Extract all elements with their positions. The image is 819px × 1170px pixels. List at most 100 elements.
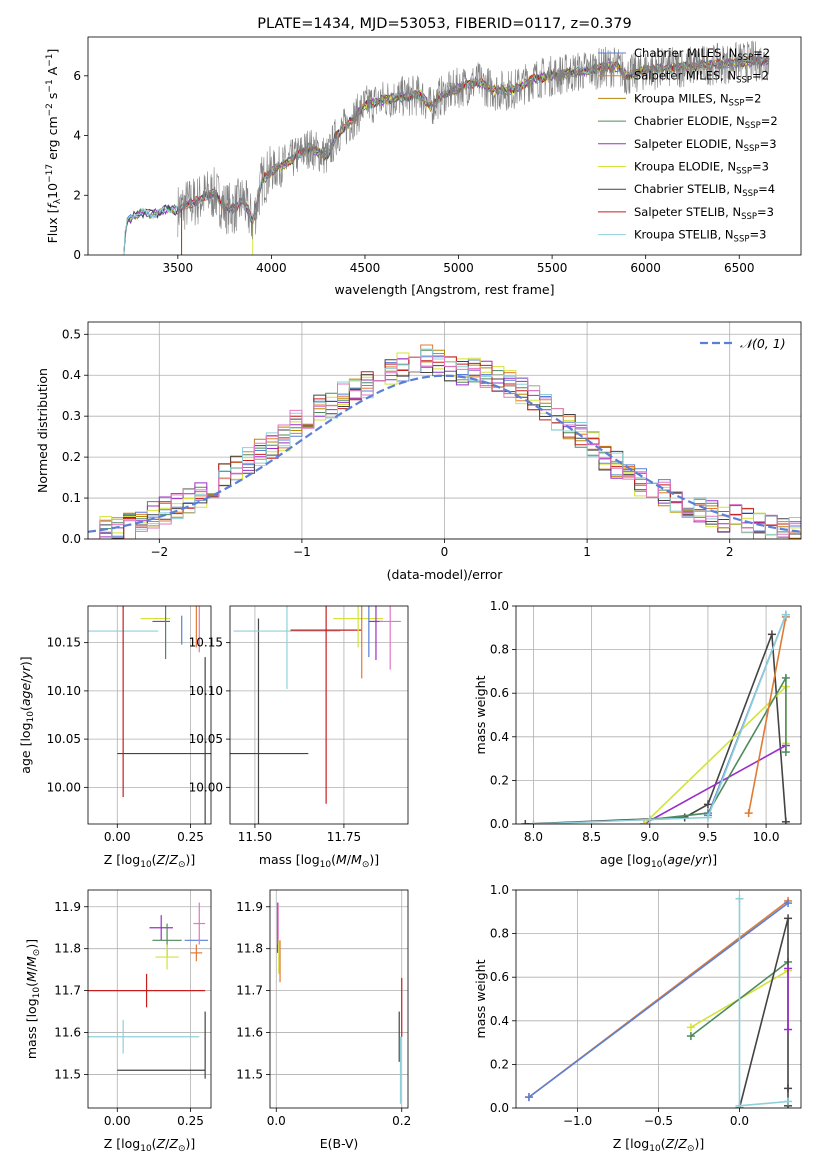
axes-frame xyxy=(87,889,212,1109)
mass-weight-metallicity-panel-plot-area xyxy=(524,894,793,1108)
weight-marker xyxy=(645,815,654,824)
weight-marker xyxy=(784,1097,793,1106)
x-axis-label: Z [log10(Z/Z⊙)] xyxy=(104,852,196,870)
y-tick-label: 0.2 xyxy=(490,1057,509,1071)
weight-marker xyxy=(703,800,712,809)
legend-entry: Salpeter MILES, NSSP=2 xyxy=(634,69,769,86)
y-tick-label: 0.2 xyxy=(62,450,81,464)
x-tick-label: 0.0 xyxy=(730,1114,749,1128)
y-tick-label: 10.15 xyxy=(47,636,81,650)
x-axis-label: wavelength [Angstrom, rest frame] xyxy=(334,282,554,297)
y-tick-label: 0.4 xyxy=(490,730,509,744)
x-tick-label: −1 xyxy=(293,545,311,559)
error-bar xyxy=(117,657,211,824)
spectrum-plot-area xyxy=(121,40,770,255)
legend-entry: Kroupa MILES, NSSP=2 xyxy=(634,91,761,108)
histogram-step-line xyxy=(88,355,801,539)
x-tick-label: 6500 xyxy=(724,261,755,275)
mass-extinction-panel: 0.0 0.2 11.5 11.6 11.7 11.8 11.9 xyxy=(236,889,411,1128)
y-tick-label: 0.4 xyxy=(62,368,81,382)
weight-marker xyxy=(784,899,793,908)
y-tick-label: 10.10 xyxy=(189,684,223,698)
y-tick-label: 11.6 xyxy=(54,1026,81,1040)
x-tick-label: 0.25 xyxy=(177,1114,204,1128)
y-tick-label: 11.9 xyxy=(54,900,81,914)
x-tick-label: 8.5 xyxy=(582,830,601,844)
age-mass-panel: 11.50 11.75 10.00 10.05 10.10 10.15 xyxy=(189,605,409,844)
y-axis-label: Normed distribution xyxy=(35,368,50,493)
y-axis-label: mass weight xyxy=(473,675,488,754)
histogram-panel: −2 −1 0 1 2 0.0 0.1 0.2 0.3 0.4 0.5 xyxy=(62,321,802,559)
mass-weight-metallicity-panel: −1.0 −0.5 0.0 0.0 0.2 0.4 0.6 0.8 1.0 xyxy=(490,883,802,1128)
x-axis-label: age [log10(age/yr)] xyxy=(600,852,717,870)
weight-marker xyxy=(784,914,793,923)
y-tick-label: 11.8 xyxy=(54,942,81,956)
x-tick-label: 5500 xyxy=(537,261,568,275)
y-tick-label: 0.0 xyxy=(62,532,81,546)
y-tick-label: 10.00 xyxy=(189,780,223,794)
mass-weight-age-panel: 8.0 8.5 9.0 9.5 10.0 0.0 0.2 0.4 0.6 0.8 1.0 xyxy=(490,599,802,844)
error-bar xyxy=(88,973,206,1008)
weight-marker xyxy=(781,673,790,682)
y-tick-label: 0 xyxy=(73,248,81,262)
x-tick-label: 0.00 xyxy=(104,830,131,844)
axes-frame xyxy=(87,321,802,540)
error-bar xyxy=(193,902,206,945)
y-tick-label: 11.7 xyxy=(236,984,263,998)
x-tick-label: −1.0 xyxy=(563,1114,592,1128)
x-tick-label: −2 xyxy=(150,545,168,559)
weight-marker xyxy=(686,1032,695,1041)
x-tick-label: 0 xyxy=(441,545,449,559)
weight-marker xyxy=(781,748,790,757)
weight-line xyxy=(747,616,787,814)
y-tick-label: 10.15 xyxy=(189,636,223,650)
y-tick-label: 2 xyxy=(73,188,81,202)
axes-frame xyxy=(515,889,802,1109)
y-tick-label: 0.4 xyxy=(490,1014,509,1028)
weight-marker xyxy=(781,817,790,824)
x-tick-label: 8.0 xyxy=(524,830,543,844)
y-tick-label: 10.05 xyxy=(47,732,81,746)
x-axis-label: Z [log10(Z/Z⊙)] xyxy=(104,1136,196,1154)
y-tick-label: 0.0 xyxy=(490,1101,509,1115)
legend-entry: Salpeter STELIB, NSSP=3 xyxy=(634,205,774,222)
y-tick-label: 10.05 xyxy=(189,732,223,746)
x-tick-label: 0.2 xyxy=(392,1114,411,1128)
legend-entry: 𝒩(0, 1) xyxy=(740,336,786,351)
age-mass-panel-plot-area xyxy=(230,606,401,824)
weight-marker xyxy=(784,1025,793,1034)
x-tick-label: 4000 xyxy=(256,261,287,275)
y-tick-label: 11.5 xyxy=(236,1067,263,1081)
weight-marker xyxy=(784,1084,793,1093)
legend-entry: Chabrier ELODIE, NSSP=2 xyxy=(634,114,778,131)
weight-line xyxy=(649,674,787,821)
y-axis-label: Flux [fλ10−17 erg cm−2 s−1 A−1] xyxy=(45,49,63,244)
weight-marker xyxy=(521,820,530,824)
y-tick-label: 11.8 xyxy=(236,942,263,956)
error-bar xyxy=(155,944,179,970)
error-bar xyxy=(290,606,362,804)
y-tick-label: 0.2 xyxy=(490,773,509,787)
normal-distribution-curve xyxy=(88,374,801,533)
y-tick-label: 11.5 xyxy=(54,1067,81,1081)
weight-line xyxy=(738,898,789,1107)
axes-frame xyxy=(229,605,409,825)
y-tick-label: 10.00 xyxy=(47,780,81,794)
observed-spectrum-line xyxy=(177,40,770,240)
weight-line xyxy=(533,614,787,824)
y-axis-label: mass weight xyxy=(473,959,488,1038)
x-tick-label: 2 xyxy=(726,545,734,559)
error-bar xyxy=(230,618,309,824)
y-tick-label: 0.0 xyxy=(490,817,509,831)
x-tick-label: 9.0 xyxy=(640,830,659,844)
x-tick-label: 11.75 xyxy=(327,830,361,844)
legend-entry: Salpeter ELODIE, NSSP=3 xyxy=(634,137,777,154)
legend-entry: Chabrier STELIB, NSSP=4 xyxy=(634,182,775,199)
y-tick-label: 11.6 xyxy=(236,1026,263,1040)
x-axis-label: E(B-V) xyxy=(320,1136,359,1151)
axes-frame xyxy=(87,36,802,256)
error-bar xyxy=(88,1019,200,1054)
weight-marker xyxy=(639,820,648,824)
y-tick-label: 0.8 xyxy=(490,643,509,657)
y-tick-label: 10.10 xyxy=(47,684,81,698)
